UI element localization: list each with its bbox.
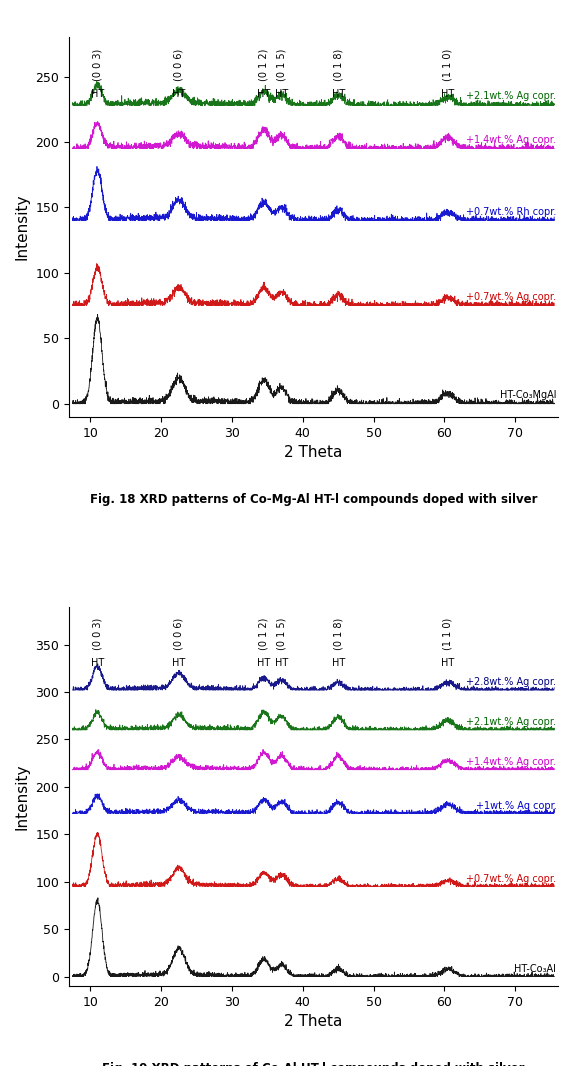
Text: (0 1 5): (0 1 5) bbox=[277, 48, 286, 81]
Text: (0 0 3): (0 0 3) bbox=[93, 617, 102, 650]
Y-axis label: Intensity: Intensity bbox=[15, 194, 30, 260]
Text: HT-Co₃MgAl: HT-Co₃MgAl bbox=[500, 390, 557, 400]
Text: +0.7wt.% Ag copr.: +0.7wt.% Ag copr. bbox=[466, 292, 557, 302]
Text: HT: HT bbox=[257, 88, 270, 99]
X-axis label: 2 Theta: 2 Theta bbox=[284, 1015, 343, 1030]
X-axis label: 2 Theta: 2 Theta bbox=[284, 446, 343, 461]
Text: +1wt.% Ag copr.: +1wt.% Ag copr. bbox=[476, 801, 557, 810]
Text: +0.7wt.% Ag copr.: +0.7wt.% Ag copr. bbox=[466, 873, 557, 884]
Text: +0.7wt.% Rh copr.: +0.7wt.% Rh copr. bbox=[466, 207, 557, 216]
Text: HT: HT bbox=[172, 88, 185, 99]
Text: (0 1 5): (0 1 5) bbox=[277, 617, 286, 650]
Text: HT: HT bbox=[442, 659, 455, 668]
Text: (0 1 8): (0 1 8) bbox=[333, 48, 343, 81]
Text: (0 0 6): (0 0 6) bbox=[174, 48, 184, 81]
Text: HT: HT bbox=[332, 659, 345, 668]
Text: +1.4wt.% Ag copr.: +1.4wt.% Ag copr. bbox=[466, 134, 557, 145]
Text: +1.4wt.% Ag copr.: +1.4wt.% Ag copr. bbox=[466, 757, 557, 766]
Text: Fig. 18 XRD patterns of Co-Mg-Al HT-l compounds doped with silver: Fig. 18 XRD patterns of Co-Mg-Al HT-l co… bbox=[90, 492, 537, 505]
Text: (0 0 6): (0 0 6) bbox=[174, 617, 184, 650]
Text: HT: HT bbox=[275, 88, 288, 99]
Text: (1 1 0): (1 1 0) bbox=[443, 617, 453, 650]
Text: (0 0 3): (0 0 3) bbox=[93, 48, 102, 81]
Text: HT: HT bbox=[91, 88, 104, 99]
Text: +2.1wt.% Ag copr.: +2.1wt.% Ag copr. bbox=[466, 92, 557, 101]
Text: (0 1 2): (0 1 2) bbox=[259, 48, 269, 81]
Text: (0 1 8): (0 1 8) bbox=[333, 617, 343, 650]
Y-axis label: Intensity: Intensity bbox=[15, 763, 30, 829]
Text: HT: HT bbox=[442, 88, 455, 99]
Text: HT: HT bbox=[172, 659, 185, 668]
Text: (1 1 0): (1 1 0) bbox=[443, 48, 453, 81]
Text: (0 1 2): (0 1 2) bbox=[259, 617, 269, 650]
Text: HT-Co₃Al: HT-Co₃Al bbox=[515, 964, 557, 973]
Text: HT: HT bbox=[275, 659, 288, 668]
Text: Fig. 19 XRD patterns of Co-Al HT-l compounds doped with silver: Fig. 19 XRD patterns of Co-Al HT-l compo… bbox=[102, 1062, 524, 1066]
Text: +2.8wt.% Ag copr.: +2.8wt.% Ag copr. bbox=[466, 677, 557, 688]
Text: HT: HT bbox=[332, 88, 345, 99]
Text: HT: HT bbox=[257, 659, 270, 668]
Text: HT: HT bbox=[91, 659, 104, 668]
Text: +2.1wt.% Ag copr.: +2.1wt.% Ag copr. bbox=[466, 717, 557, 727]
